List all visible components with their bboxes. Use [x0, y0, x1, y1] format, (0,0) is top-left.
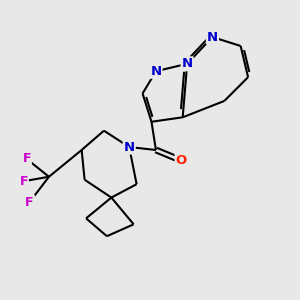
Text: N: N: [150, 65, 161, 78]
Text: N: N: [207, 31, 218, 44]
Text: N: N: [182, 57, 193, 70]
Text: F: F: [26, 196, 34, 208]
Text: O: O: [176, 154, 187, 167]
Text: F: F: [20, 175, 28, 188]
Text: N: N: [124, 140, 135, 154]
Text: F: F: [22, 152, 31, 165]
